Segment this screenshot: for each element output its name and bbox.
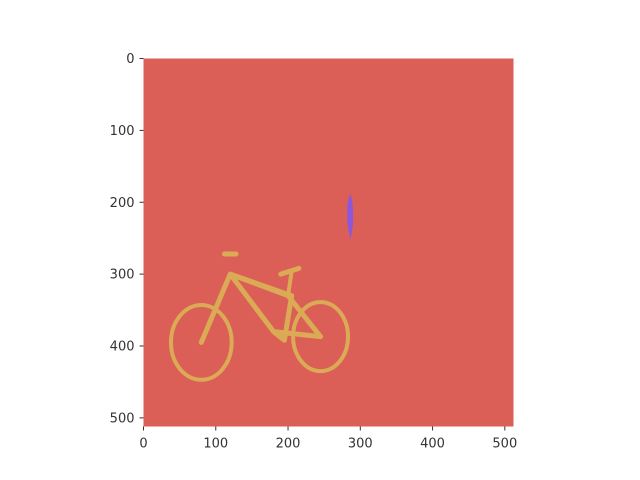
x-tick-label: 200 bbox=[276, 437, 301, 452]
bicycle-frame bbox=[198, 271, 324, 345]
person-region bbox=[347, 193, 354, 240]
y-tick-label: 100 bbox=[110, 124, 135, 139]
bicycle-front-wheel bbox=[291, 300, 351, 374]
x-tick-label: 500 bbox=[492, 437, 517, 452]
bicycle-handle-stem bbox=[286, 269, 294, 298]
x-tick-label: 0 bbox=[139, 437, 147, 452]
y-tick-label: 400 bbox=[110, 340, 135, 355]
y-tick-label: 300 bbox=[110, 268, 135, 283]
image-layer bbox=[143, 58, 514, 427]
y-tick-label: 500 bbox=[110, 411, 135, 426]
y-axis: 0 100 200 300 400 500 bbox=[110, 52, 144, 426]
x-tick-label: 100 bbox=[203, 437, 228, 452]
x-tick-label: 300 bbox=[348, 437, 373, 452]
plot-area bbox=[143, 58, 514, 427]
bicycle-rear-wheel bbox=[168, 303, 234, 382]
y-tick-label: 0 bbox=[126, 52, 134, 67]
bicycle-region bbox=[168, 251, 351, 382]
x-axis: 0 100 200 300 400 500 bbox=[139, 426, 517, 452]
background-region bbox=[143, 58, 514, 427]
y-tick-label: 200 bbox=[110, 196, 135, 211]
x-tick-label: 400 bbox=[420, 437, 445, 452]
